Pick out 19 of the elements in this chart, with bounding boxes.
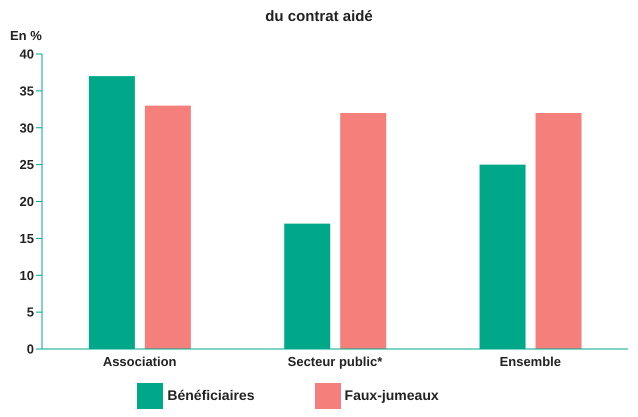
y-tick-label: 0 (26, 342, 34, 357)
y-tick-label: 10 (20, 268, 34, 283)
y-tick-label: 15 (20, 230, 34, 246)
x-tick-label: Association (102, 354, 177, 370)
y-axis-title: En % (10, 28, 42, 43)
bar (144, 106, 191, 349)
chart-title: du contrat aidé (264, 8, 374, 25)
bar (536, 113, 582, 349)
y-tick-label: 30 (20, 120, 34, 136)
x-tick-label: Secteur public* (288, 354, 384, 370)
y-tick-label: 20 (20, 194, 34, 210)
y-tick-label: 35 (20, 83, 34, 98)
x-tick-label: Ensemble (500, 354, 562, 370)
legend-label: Faux-jumeaux (344, 386, 439, 403)
bar (340, 113, 386, 349)
legend-label: Bénéficiaires (167, 386, 255, 403)
y-tick-label: 5 (26, 304, 34, 320)
y-tick-label: 40 (20, 46, 34, 62)
y-tick-label: 25 (20, 157, 34, 172)
